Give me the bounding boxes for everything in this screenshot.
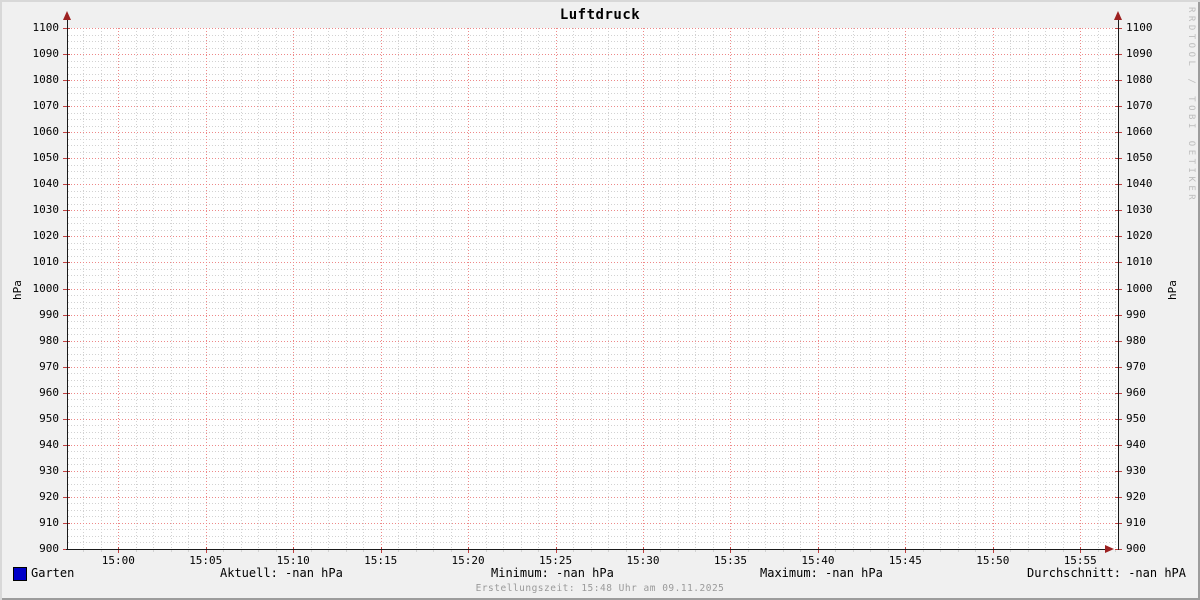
x-tick-label: 15:35 bbox=[713, 554, 747, 567]
y-tick-label-right: 970 bbox=[1126, 359, 1146, 373]
y-tick-label-left: 930 bbox=[39, 463, 59, 477]
y-tick-label-right: 920 bbox=[1126, 489, 1146, 503]
y-tick-label-left: 920 bbox=[39, 489, 59, 503]
y-tick-label-right: 1020 bbox=[1126, 229, 1153, 243]
y-tick-label-right: 1000 bbox=[1126, 281, 1153, 295]
y-tick-label-left: 980 bbox=[39, 333, 59, 347]
y-tick-label-right: 940 bbox=[1126, 437, 1146, 451]
y-tick-label-right: 900 bbox=[1126, 542, 1146, 555]
x-tick-label: 15:05 bbox=[189, 554, 223, 567]
x-tick-label: 15:15 bbox=[364, 554, 398, 567]
y-tick-label-right: 960 bbox=[1126, 385, 1146, 399]
x-tick-label: 15:45 bbox=[888, 554, 922, 567]
y-tick-label-right: 910 bbox=[1126, 515, 1146, 529]
y-tick-label-left: 1000 bbox=[32, 281, 60, 295]
y-tick-label-left: 990 bbox=[39, 307, 59, 321]
y-tick-label-left: 950 bbox=[39, 411, 59, 425]
y-tick-label-right: 1080 bbox=[1126, 73, 1153, 87]
y-tick-label-right: 950 bbox=[1126, 411, 1146, 425]
y-tick-label-right: 1100 bbox=[1126, 21, 1153, 34]
y-tick-label-right: 1070 bbox=[1126, 99, 1153, 113]
plot-area bbox=[67, 28, 1118, 549]
y-tick-label-left: 1100 bbox=[32, 21, 60, 34]
legend-stat-maximum: Maximum: -nan hPa bbox=[760, 566, 883, 580]
legend-stat-durchschnitt: Durchschnitt: -nan hPA bbox=[1027, 566, 1186, 580]
x-tick-label: 15:30 bbox=[626, 554, 660, 567]
y-tick-label-left: 1040 bbox=[32, 177, 60, 191]
x-tick-label: 15:20 bbox=[451, 554, 485, 567]
y-tick-label-left: 960 bbox=[39, 385, 59, 399]
y-tick-label-right: 990 bbox=[1126, 307, 1146, 321]
y-tick-label-right: 1050 bbox=[1126, 151, 1153, 165]
legend-stat-aktuell: Aktuell: -nan hPa bbox=[220, 566, 343, 580]
legend-series-name: Garten bbox=[31, 566, 75, 580]
y-tick-label-left: 910 bbox=[39, 515, 59, 529]
chart-title: Luftdruck bbox=[559, 7, 641, 23]
y-tick-label-right: 1090 bbox=[1126, 47, 1153, 61]
y-tick-label-left: 1070 bbox=[32, 99, 60, 113]
y-tick-label-right: 1060 bbox=[1126, 125, 1153, 139]
x-tick-label: 15:25 bbox=[538, 554, 573, 567]
y-tick-label-right: 980 bbox=[1126, 333, 1146, 347]
y-tick-label-left: 1060 bbox=[32, 125, 60, 139]
x-tick-label: 15:55 bbox=[1063, 554, 1097, 567]
y-tick-label-left: 1090 bbox=[32, 47, 60, 61]
y-tick-label-left: 900 bbox=[39, 542, 59, 555]
y-tick-label-left: 1050 bbox=[32, 151, 60, 165]
x-tick-label: 15:10 bbox=[276, 554, 310, 567]
y-tick-label-right: 1040 bbox=[1126, 177, 1153, 191]
y-tick-label-right: 930 bbox=[1126, 463, 1146, 477]
x-tick-label: 15:50 bbox=[976, 554, 1010, 567]
y-tick-label-left: 1080 bbox=[32, 73, 60, 87]
legend-stat-minimum: Minimum: -nan hPa bbox=[491, 566, 614, 580]
creation-timestamp: Erstellungszeit: 15:48 Uhr am 09.11.2025 bbox=[475, 583, 725, 594]
x-tick-label: 15:00 bbox=[101, 554, 135, 567]
y-tick-label-right: 1030 bbox=[1126, 203, 1153, 217]
x-tick-label: 15:40 bbox=[801, 554, 835, 567]
y-tick-label-left: 940 bbox=[39, 437, 59, 451]
y-tick-label-left: 1010 bbox=[32, 255, 60, 269]
y-tick-label-right: 1010 bbox=[1126, 255, 1153, 269]
rrdtool-watermark: RRDTOOL / TOBI OETIKER bbox=[1186, 7, 1196, 204]
y-tick-label-left: 970 bbox=[39, 359, 59, 373]
y-tick-label-left: 1020 bbox=[32, 229, 60, 243]
series-color-swatch bbox=[13, 567, 27, 581]
y-tick-label-left: 1030 bbox=[32, 203, 60, 217]
